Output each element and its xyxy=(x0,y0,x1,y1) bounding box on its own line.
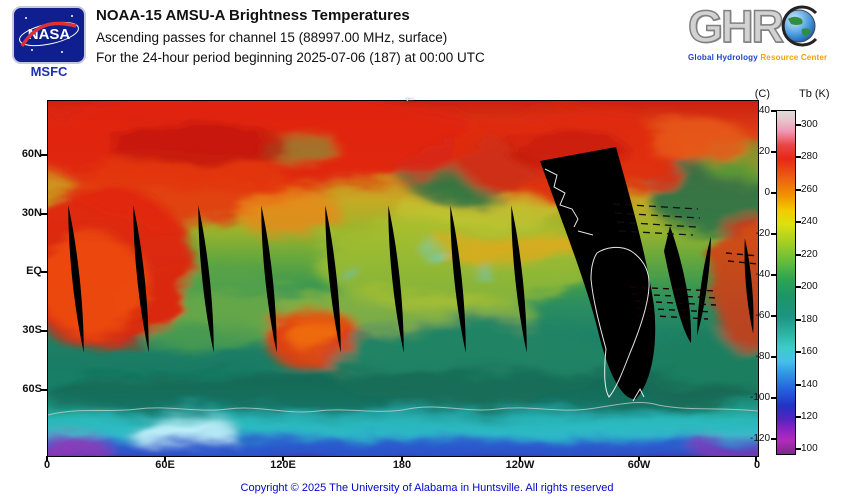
colorbar-tick xyxy=(771,110,776,112)
colorbar-tick xyxy=(771,397,776,399)
map-canvas xyxy=(48,101,758,456)
ghrc-letters: GHR xyxy=(687,0,785,52)
scan-edge-dashes xyxy=(612,203,701,236)
colorbar-tick xyxy=(771,315,776,317)
colorbar-k-tick-label: 240 xyxy=(801,216,818,227)
lon-tick xyxy=(164,456,166,461)
colorbar-c-tick-label: -20 xyxy=(755,228,770,239)
missing-data-swath xyxy=(540,147,692,400)
colorbar-tick xyxy=(796,286,801,288)
colorbar-tick xyxy=(796,448,801,450)
ghrc-logo-row: GHR xyxy=(687,0,850,52)
colorbar-unit-kelvin: Tb (K) xyxy=(799,88,830,100)
tagline-word: Hydrology xyxy=(716,53,758,62)
colorbar-c-tick-label: -100 xyxy=(749,392,770,403)
lon-tick xyxy=(401,456,403,461)
colorbar-tick xyxy=(796,156,801,158)
lat-label-60n: 60N xyxy=(21,148,42,160)
colorbar-c-tick-label: -40 xyxy=(755,269,770,280)
colorbar-k-tick-label: 200 xyxy=(801,281,818,292)
lon-label-0w: 0 xyxy=(753,459,761,471)
coastlines xyxy=(544,168,650,402)
copyright-line: Copyright © 2025 The University of Alaba… xyxy=(240,482,614,494)
colorbar-unit-celsius: (C) xyxy=(754,88,770,100)
lat-tick xyxy=(41,330,47,332)
svg-text:NASA: NASA xyxy=(28,26,71,43)
ghrc-logo: GHR Global Hydrology Resource Center xyxy=(687,0,850,62)
colorbar-k-tick-label: 160 xyxy=(801,346,818,357)
lon-tick xyxy=(282,456,284,461)
colorbar-tick xyxy=(796,351,801,353)
colorbar-tick xyxy=(796,416,801,418)
colorbar-tick xyxy=(771,151,776,153)
colorbar-tick xyxy=(771,274,776,276)
lon-label-60w: 60W xyxy=(627,459,651,471)
tagline-word: Global xyxy=(688,53,715,62)
colorbar-k-tick-label: 100 xyxy=(801,443,818,454)
colorbar-k-tick-label: 280 xyxy=(801,151,818,162)
lat-tick xyxy=(41,271,47,273)
nasa-msfc-logo: NASA xyxy=(12,6,86,71)
globe-icon xyxy=(781,5,818,47)
ghrc-tagline: Global Hydrology Resource Center xyxy=(688,53,850,62)
colorbar-tick xyxy=(771,356,776,358)
colorbar-tick xyxy=(796,254,801,256)
colorbar-tick xyxy=(771,438,776,440)
lon-label-60e: 60E xyxy=(155,459,175,471)
lat-label-30n: 30N xyxy=(21,207,42,219)
colorbar-tick xyxy=(796,189,801,191)
antarctica-coastline xyxy=(48,401,758,416)
lat-label-eq: EQ xyxy=(26,265,42,277)
lat-tick xyxy=(41,213,47,215)
msfc-label: MSFC xyxy=(30,64,68,79)
nasa-meatball-icon: NASA xyxy=(12,6,86,64)
brightness-temperature-map xyxy=(47,100,759,457)
subtitle-period: For the 24-hour period beginning 2025-07… xyxy=(96,50,485,65)
lat-label-30s: 30S xyxy=(22,324,42,336)
page-title: NOAA-15 AMSU-A Brightness Temperatures xyxy=(96,7,410,24)
orbit-gap-gores xyxy=(68,205,754,353)
lon-tick xyxy=(46,456,48,461)
colorbar-k-tick-label: 260 xyxy=(801,184,818,195)
colorbar-k-tick-label: 180 xyxy=(801,314,818,325)
colorbar-c-tick-label: -80 xyxy=(755,351,770,362)
colorbar-k-tick-label: 220 xyxy=(801,249,818,260)
lon-label-120e: 120E xyxy=(270,459,296,471)
lon-label-180: 180 xyxy=(392,459,412,471)
scan-edge-dashes-south xyxy=(629,252,758,320)
colorbar-tick xyxy=(796,319,801,321)
colorbar-k-tick-label: 120 xyxy=(801,411,818,422)
colorbar-tick xyxy=(771,233,776,235)
colorbar-k-tick-label: 300 xyxy=(801,119,818,130)
colorbar-c-tick-label: 40 xyxy=(758,105,770,116)
colorbar-c-tick-label: 20 xyxy=(758,146,770,157)
lon-tick xyxy=(519,456,521,461)
colorbar-c-tick-label: 0 xyxy=(764,187,770,198)
lon-tick xyxy=(755,456,757,461)
lon-tick xyxy=(638,456,640,461)
colorbar-c-tick-label: -60 xyxy=(755,310,770,321)
lon-label-0e: 0 xyxy=(43,459,51,471)
lon-label-120w: 120W xyxy=(505,459,535,471)
colorbar-k-tick-label: 140 xyxy=(801,379,818,390)
colorbar-c-tick-label: -120 xyxy=(749,433,770,444)
title-block: NOAA-15 AMSU-A Brightness Temperatures A… xyxy=(96,7,485,70)
cursor-arrow-icon: ← xyxy=(403,89,417,105)
colorbar-tick xyxy=(796,221,801,223)
tagline-word: Resource xyxy=(760,53,799,62)
lat-label-60s: 60S xyxy=(22,383,42,395)
colorbar xyxy=(776,110,796,455)
tagline-word: Center xyxy=(800,53,828,62)
lat-tick xyxy=(41,389,47,391)
lat-tick xyxy=(41,154,47,156)
colorbar-tick xyxy=(771,192,776,194)
colorbar-tick xyxy=(796,384,801,386)
subtitle-channel: Ascending passes for channel 15 (88997.0… xyxy=(96,30,448,45)
colorbar-tick xyxy=(796,124,801,126)
